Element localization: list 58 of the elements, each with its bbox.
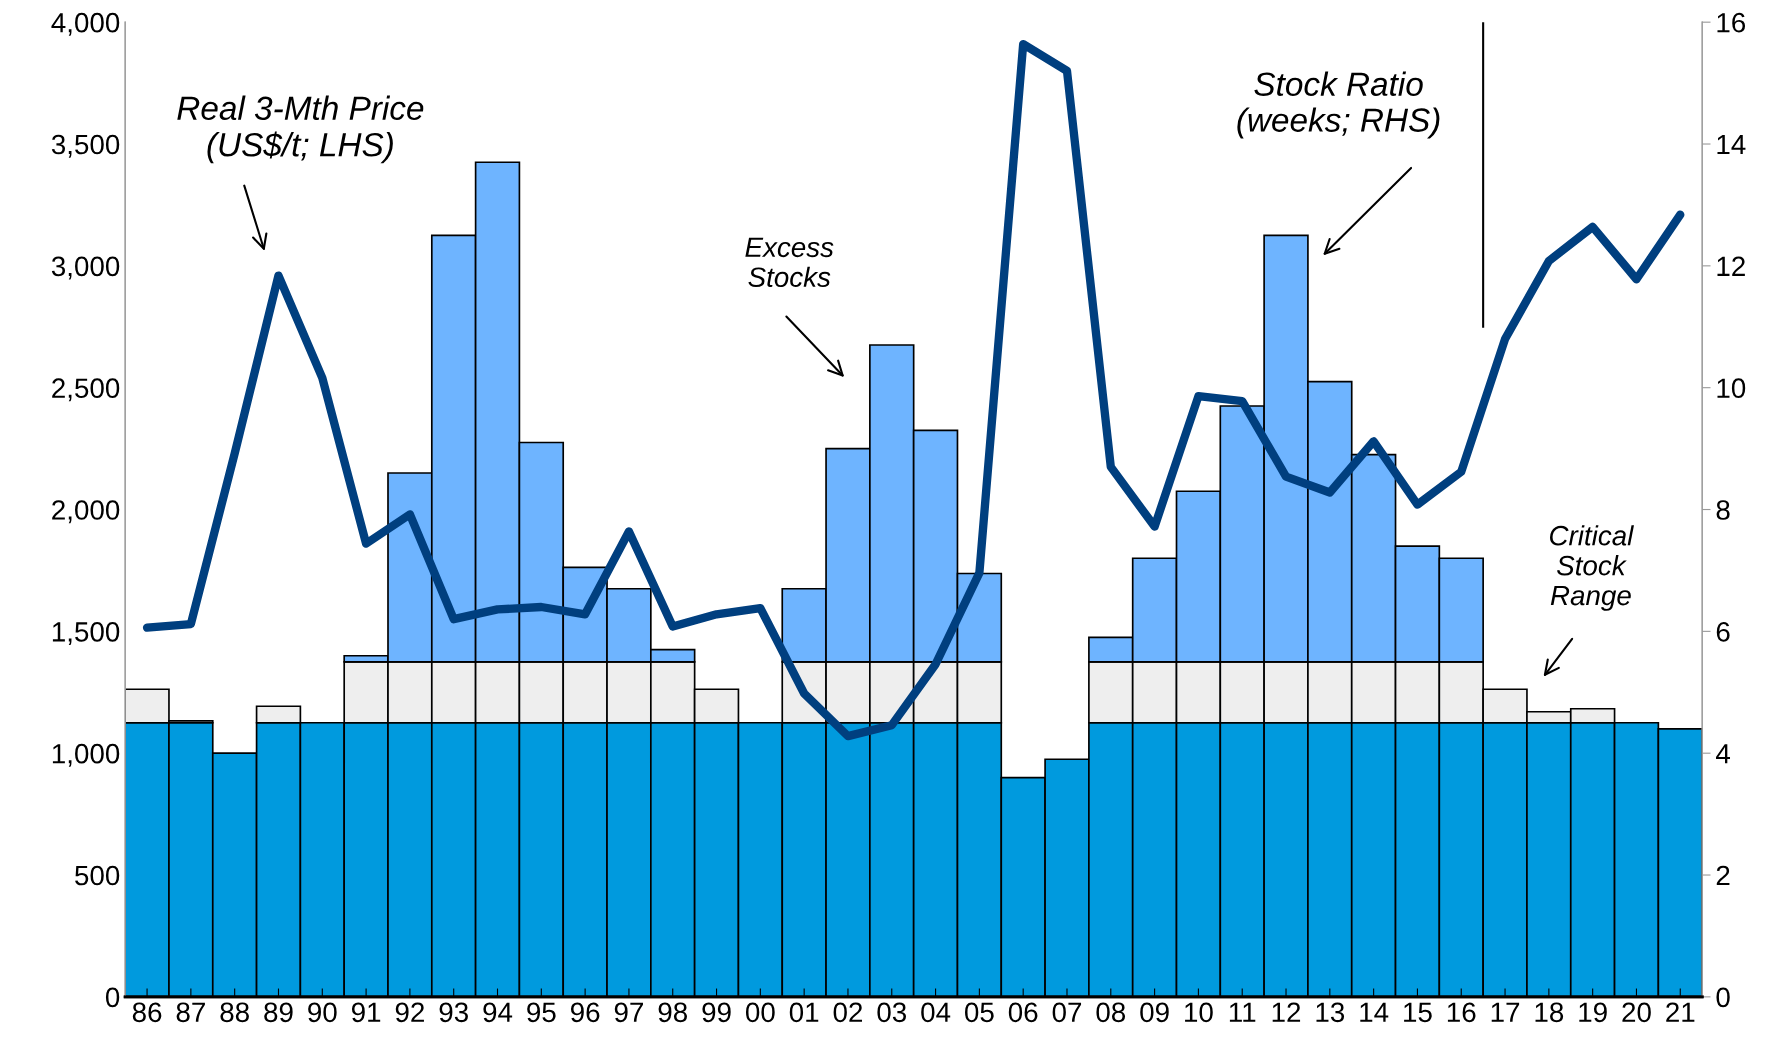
x-tick-label: 08 <box>1096 1002 1126 1023</box>
x-tick-label: 19 <box>1579 1002 1607 1023</box>
x-tick-label: 02 <box>833 1002 863 1023</box>
x-tick-label: 01 <box>789 1002 819 1023</box>
x-tick-label: 17 <box>1491 1002 1520 1022</box>
y-tick-label: 1,000 <box>52 743 120 767</box>
x-tick-label: 09 <box>1140 1002 1169 1023</box>
y2-tick-label: 4 <box>1716 744 1731 764</box>
x-tick-label: 98 <box>658 1002 687 1023</box>
x-tick-label: 07 <box>1052 1002 1082 1023</box>
x-tick-label: 94 <box>483 1002 513 1023</box>
x-tick-label: 97 <box>614 1002 643 1023</box>
y2-tick-label: 0 <box>1716 987 1730 1008</box>
y-tick-label: 3,000 <box>51 256 120 280</box>
y2-tick-label: 12 <box>1717 256 1745 276</box>
x-tick-label: 06 <box>1008 1002 1038 1023</box>
y2-tick-label: 2 <box>1716 865 1730 886</box>
x-tick-label: 95 <box>527 1002 556 1023</box>
x-tick-label: 16 <box>1447 1002 1476 1023</box>
y-tick-label: 3,500 <box>51 134 120 158</box>
x-tick-label: 86 <box>132 1002 162 1023</box>
x-tick-label: 90 <box>308 1002 337 1023</box>
x-tick-label: 96 <box>570 1002 600 1023</box>
y2-tick-label: 8 <box>1716 500 1730 520</box>
x-tick-label: 87 <box>176 1002 205 1023</box>
y-tick-label: 0 <box>105 987 120 1008</box>
x-tick-label: 15 <box>1404 1002 1432 1023</box>
y2-tick-label: 16 <box>1717 12 1746 33</box>
x-tick-label: 93 <box>439 1002 468 1023</box>
y2-tick-label: 6 <box>1716 622 1730 642</box>
x-tick-label: 89 <box>264 1002 293 1023</box>
x-tick-label: 88 <box>220 1002 249 1023</box>
x-tick-label: 91 <box>351 1002 381 1023</box>
annotation: Excess Stocks <box>745 237 834 288</box>
x-tick-label: 11 <box>1229 1002 1256 1022</box>
x-tick-label: 20 <box>1622 1002 1651 1023</box>
x-tick-label: 04 <box>921 1002 951 1023</box>
y-tick-label: 2,000 <box>52 500 120 524</box>
y-tick-label: 4,000 <box>51 12 120 36</box>
annotation: Stock Ratio (weeks; RHS) <box>1237 71 1440 139</box>
x-tick-label: 18 <box>1535 1002 1564 1023</box>
annotation: Real 3-Mth Price (US$/t; LHS) <box>177 95 424 164</box>
x-tick-label: 03 <box>877 1002 906 1023</box>
x-tick-label: 99 <box>702 1002 731 1023</box>
y-tick-label: 500 <box>75 865 120 886</box>
x-tick-label: 21 <box>1666 1002 1695 1022</box>
x-tick-label: 10 <box>1185 1002 1213 1023</box>
y2-tick-label: 14 <box>1717 134 1746 155</box>
annotation: Critical Stock Range <box>1550 525 1634 611</box>
y-tick-label: 2,500 <box>52 378 120 402</box>
x-tick-label: 92 <box>395 1002 424 1023</box>
x-tick-label: 05 <box>965 1002 994 1023</box>
y2-tick-label: 10 <box>1717 378 1746 399</box>
x-tick-label: 12 <box>1272 1002 1301 1022</box>
x-tick-label: 13 <box>1316 1002 1345 1023</box>
x-tick-label: 14 <box>1360 1002 1389 1022</box>
y-tick-label: 1,500 <box>52 622 120 645</box>
x-tick-label: 00 <box>745 1002 775 1023</box>
